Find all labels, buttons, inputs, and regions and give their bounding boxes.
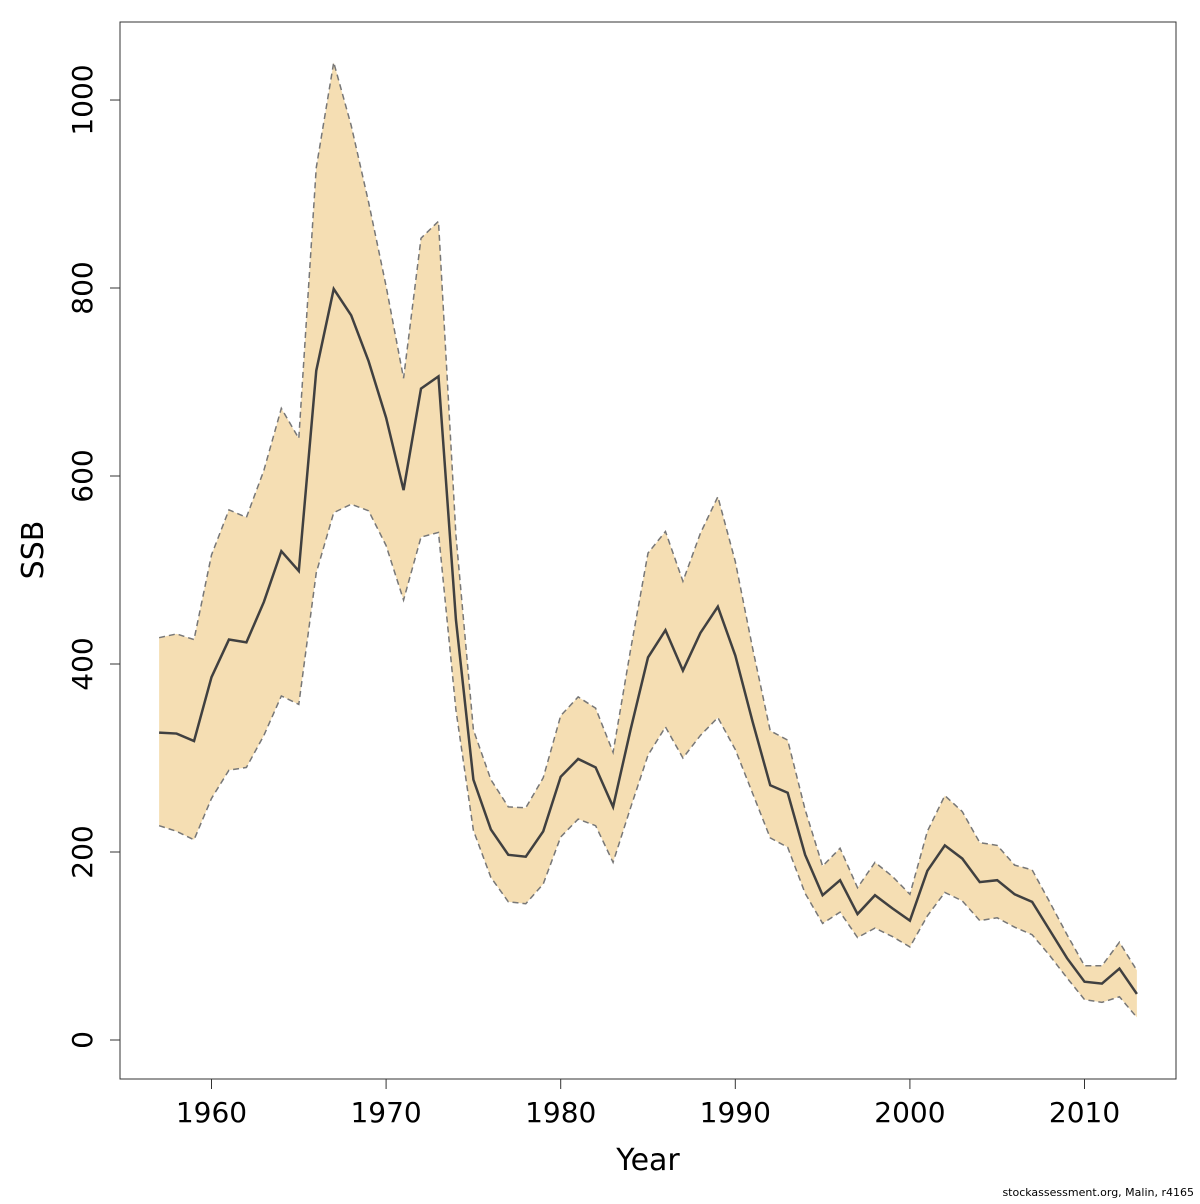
y-tick-label: 800 bbox=[66, 261, 99, 314]
x-tick-label: 2000 bbox=[874, 1096, 945, 1129]
confidence-band bbox=[159, 62, 1137, 1018]
y-axis-label: SSB bbox=[16, 521, 51, 580]
x-axis-label: Year bbox=[615, 1143, 680, 1178]
footnote: stockassessment.org, Malin, r4165 bbox=[1002, 1186, 1194, 1199]
y-tick-label: 400 bbox=[66, 637, 99, 690]
x-tick-label: 1980 bbox=[525, 1096, 596, 1129]
y-tick-label: 0 bbox=[66, 1031, 99, 1049]
x-tick-label: 2010 bbox=[1049, 1096, 1120, 1129]
y-tick-label: 200 bbox=[66, 825, 99, 878]
ssb-line bbox=[159, 285, 1138, 995]
y-tick-label: 600 bbox=[66, 449, 99, 502]
upper-bound bbox=[158, 62, 1138, 971]
x-tick-label: 1970 bbox=[350, 1096, 421, 1129]
x-tick-label: 1960 bbox=[176, 1096, 247, 1129]
x-tick-label: 1990 bbox=[700, 1096, 771, 1129]
y-tick-label: 1000 bbox=[66, 64, 99, 135]
